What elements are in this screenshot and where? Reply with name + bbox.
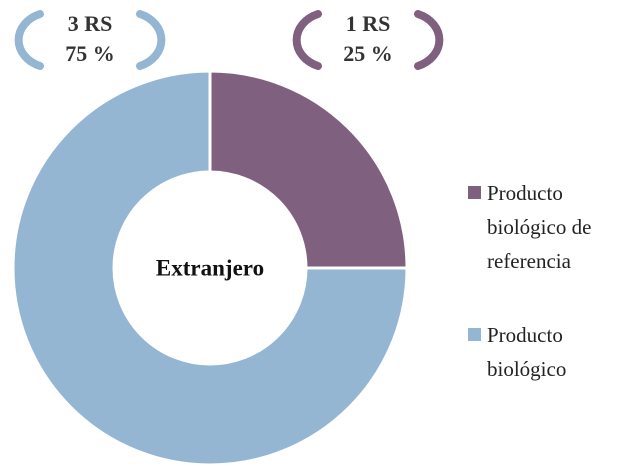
callout-bracket <box>136 10 166 70</box>
chart-title: Extranjero <box>156 255 264 280</box>
value-label: 25 % <box>343 41 393 66</box>
legend-item: Producto biológico de referencia <box>468 176 618 278</box>
count-label: 3 RS <box>68 11 113 36</box>
legend-label: Producto biológico <box>487 323 567 381</box>
count-label: 1 RS <box>346 11 391 36</box>
donut-segment <box>11 69 409 466</box>
legend-swatch <box>468 186 481 199</box>
callout-bracket <box>292 10 322 70</box>
legend-item: Producto biológico <box>468 318 618 386</box>
callout-bracket <box>414 10 444 70</box>
callout-bracket <box>14 10 44 70</box>
value-label: 75 % <box>65 41 115 66</box>
donut-segment <box>208 69 409 270</box>
legend-label: Producto biológico de referencia <box>487 181 592 273</box>
legend-swatch <box>468 328 481 341</box>
